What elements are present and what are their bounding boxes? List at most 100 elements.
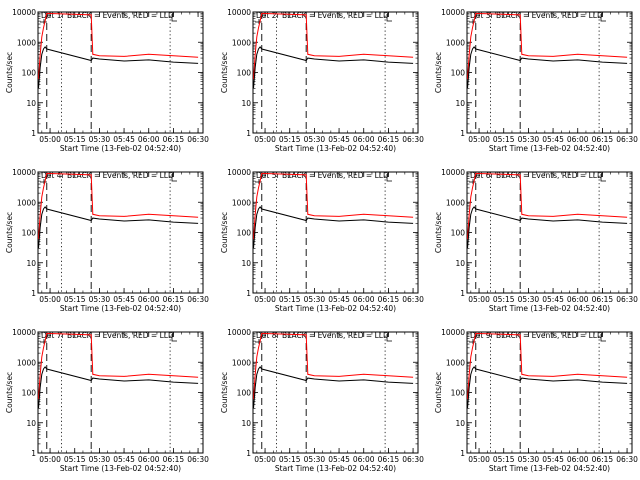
y-tick-label: 10 [455, 259, 465, 268]
y-axis-label: Counts/sec [434, 372, 443, 413]
x-tick-label: 05:45 [328, 295, 350, 304]
x-tick-label: 06:15 [592, 455, 614, 464]
x-tick-label: 06:00 [353, 455, 375, 464]
marker-glyph [171, 334, 177, 342]
y-axis-label: Counts/sec [5, 212, 14, 253]
x-tick-label: 06:00 [353, 295, 375, 304]
x-tick-label: 05:45 [328, 135, 350, 144]
plot-frame [252, 331, 419, 454]
x-tick-label: 05:00 [468, 135, 490, 144]
x-tick-label: 05:30 [518, 455, 540, 464]
x-axis-label: Start Time (13-Feb-02 04:52:40) [489, 304, 610, 313]
panel-title: Det 8r BLACK = Events, RED = LLD [256, 331, 389, 340]
y-axis-label: Counts/sec [220, 212, 229, 253]
x-tick-label: 05:00 [468, 295, 490, 304]
x-axis-label: Start Time (13-Feb-02 04:52:40) [489, 464, 610, 473]
y-tick-label: 1 [460, 129, 465, 138]
marker-glyph [469, 339, 476, 344]
series-line-events [253, 206, 414, 249]
x-tick-label: 05:45 [542, 455, 564, 464]
plot-frame [466, 171, 633, 294]
series-line-lld [253, 172, 414, 240]
y-tick-label: 10000 [227, 8, 251, 17]
x-tick-label: 05:15 [64, 135, 86, 144]
y-tick-label: 10 [26, 259, 36, 268]
y-tick-label: 1000 [17, 358, 36, 367]
detector-panel-8: Det 8r BLACK = Events, RED = LLD 1 10 100 10… [220, 328, 424, 473]
detector-panel-6: Det 6r BLACK = Events, RED = LLD 1 10 100 10… [434, 168, 638, 313]
x-tick-label: 05:15 [64, 295, 86, 304]
x-axis-label: Start Time (13-Feb-02 04:52:40) [60, 304, 181, 313]
y-tick-label: 1 [31, 289, 36, 298]
y-tick-label: 10 [241, 259, 251, 268]
x-tick-label: 06:00 [567, 135, 589, 144]
series-line-lld [467, 332, 628, 400]
panel-title: Det 5r BLACK = Events, RED = LLD [256, 171, 389, 180]
series-line-events [38, 46, 199, 89]
marker-glyph [600, 174, 606, 182]
x-tick-label: 05:30 [518, 135, 540, 144]
x-tick-label: 06:15 [163, 135, 185, 144]
panel-title: Det 9r BLACK = Events, RED = LLD [470, 331, 603, 340]
y-axis-label: Counts/sec [434, 212, 443, 253]
x-tick-label: 06:30 [187, 295, 209, 304]
panel-title: Det 6r BLACK = Events, RED = LLD [470, 171, 603, 180]
series-line-events [253, 366, 414, 409]
marker-glyph [40, 19, 47, 24]
x-tick-label: 05:30 [89, 295, 111, 304]
series-line-lld [38, 332, 199, 400]
panel-title: Det 7r BLACK = Events, RED = LLD [41, 331, 174, 340]
x-tick-label: 05:30 [518, 295, 540, 304]
y-tick-label: 10000 [227, 168, 251, 177]
series-line-events [38, 366, 199, 409]
x-tick-label: 06:15 [378, 135, 400, 144]
x-tick-label: 05:30 [89, 455, 111, 464]
series-line-lld [253, 12, 414, 80]
y-tick-label: 10 [241, 99, 251, 108]
x-tick-label: 06:00 [353, 135, 375, 144]
plot-frame [466, 11, 633, 134]
marker-glyph [255, 179, 262, 184]
x-tick-label: 05:15 [493, 135, 515, 144]
x-tick-label: 06:15 [163, 295, 185, 304]
x-tick-label: 06:30 [402, 135, 424, 144]
series-line-lld [38, 172, 199, 240]
panel-title: Det 3r BLACK = Events, RED = LLD [470, 11, 603, 20]
x-tick-label: 05:45 [542, 295, 564, 304]
x-tick-label: 05:00 [254, 295, 276, 304]
x-tick-label: 05:00 [39, 295, 61, 304]
series-line-lld [467, 172, 628, 240]
x-tick-label: 05:30 [304, 135, 326, 144]
detector-panel-2: Det 2r BLACK = Events, RED = LLD 1 10 100 10… [220, 8, 424, 153]
y-tick-label: 10 [241, 419, 251, 428]
y-axis-label: Counts/sec [5, 52, 14, 93]
y-tick-label: 1000 [232, 38, 251, 47]
y-tick-label: 1 [246, 449, 251, 458]
marker-glyph [600, 334, 606, 342]
x-tick-label: 06:00 [138, 295, 160, 304]
detector-panel-3: Det 3r BLACK = Events, RED = LLD 1 10 100 10… [434, 8, 638, 153]
y-tick-label: 10 [455, 99, 465, 108]
x-tick-label: 06:00 [138, 135, 160, 144]
x-tick-label: 05:30 [89, 135, 111, 144]
x-tick-label: 06:30 [616, 455, 638, 464]
y-axis-label: Counts/sec [5, 372, 14, 413]
y-axis-label: Counts/sec [434, 52, 443, 93]
x-tick-label: 06:30 [402, 295, 424, 304]
y-tick-label: 10 [26, 99, 36, 108]
y-tick-label: 10 [455, 419, 465, 428]
marker-glyph [40, 179, 47, 184]
x-tick-label: 05:30 [304, 295, 326, 304]
plot-frame [252, 11, 419, 134]
x-tick-label: 05:00 [39, 135, 61, 144]
x-tick-label: 05:15 [279, 295, 301, 304]
x-tick-label: 05:00 [468, 455, 490, 464]
y-tick-label: 1 [460, 289, 465, 298]
plot-frame [466, 331, 633, 454]
y-tick-label: 1 [246, 289, 251, 298]
x-tick-label: 06:30 [187, 135, 209, 144]
x-tick-label: 05:45 [542, 135, 564, 144]
x-tick-label: 05:00 [254, 135, 276, 144]
detector-panel-4: Det 4r BLACK = Events, RED = LLD 1 10 100 10… [5, 168, 209, 313]
